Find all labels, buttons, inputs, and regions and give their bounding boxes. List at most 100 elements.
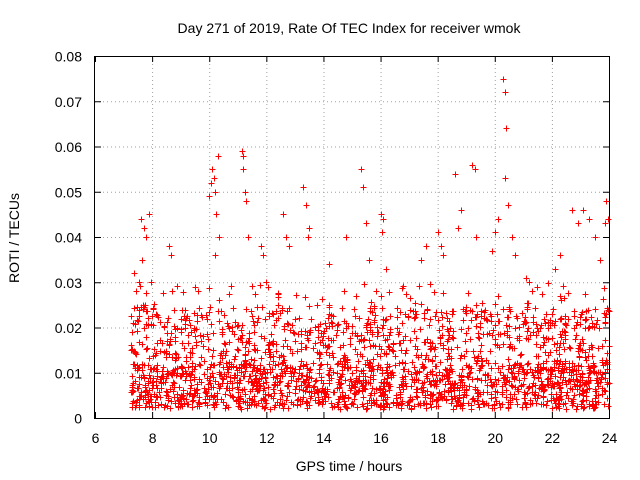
data-point [581,404,588,411]
data-point [552,373,559,380]
data-point [336,385,343,392]
data-point-peak [557,252,564,259]
data-point [179,403,186,410]
data-point [227,392,234,399]
data-point [601,401,608,408]
data-point [149,313,156,320]
data-point [518,383,525,390]
data-point [377,402,384,409]
data-point [386,363,393,370]
data-point [226,325,233,332]
data-point [448,346,455,353]
data-point-peak [215,153,222,160]
data-point [216,385,223,392]
data-point [247,373,254,380]
data-point [341,364,348,371]
data-point [594,317,601,324]
data-point [151,365,158,372]
data-point [187,322,194,329]
data-point [207,304,214,311]
data-point [494,389,501,396]
data-point [347,335,354,342]
data-point [467,369,474,376]
data-point [231,356,238,363]
data-point-peak [452,171,459,178]
data-point [202,389,209,396]
data-point [349,400,356,407]
data-point [325,343,332,350]
data-point [307,366,314,373]
data-point-peak [283,234,290,241]
data-point [197,332,204,339]
data-point [524,306,531,313]
data-point [168,398,175,405]
y-axis-label: ROTI / TECUs [6,193,22,283]
data-point [364,400,371,407]
data-point [289,350,296,357]
data-point [137,283,144,290]
data-point [242,357,249,364]
data-point [279,370,286,377]
data-point [553,347,560,354]
data-point [565,395,572,402]
data-point [194,318,201,325]
data-point [430,391,437,398]
data-point [230,305,237,312]
data-point [446,332,453,339]
data-point [599,357,606,364]
data-point [513,313,520,320]
data-point-peak [242,189,249,196]
data-point [392,353,399,360]
data-point [129,387,136,394]
data-point [578,363,585,370]
data-point [168,330,175,337]
data-point [172,350,179,357]
data-point [508,382,515,389]
data-point [229,385,236,392]
data-point-peak [605,216,612,223]
data-point [225,404,232,411]
data-point [354,379,361,386]
data-point [390,341,397,348]
data-point [400,386,407,393]
data-point [582,316,589,323]
data-point [569,360,576,367]
data-point [474,387,481,394]
data-point [535,353,542,360]
data-point [463,392,470,399]
data-point [521,395,528,402]
data-point [206,285,213,292]
data-point [280,353,287,360]
data-point [304,335,311,342]
data-point [238,327,245,334]
data-point [433,383,440,390]
data-point [516,324,523,331]
data-point [132,349,139,356]
data-point [504,328,511,335]
data-point [509,345,516,352]
data-point [429,398,436,405]
data-point [507,401,514,408]
data-point [470,395,477,402]
data-point-peak [379,229,386,236]
data-point [265,284,272,291]
data-point [545,319,552,326]
data-point [302,294,309,301]
data-point [316,399,323,406]
data-point [328,400,335,407]
data-point [583,389,590,396]
data-point-peak [131,270,138,277]
data-point [595,383,602,390]
data-point [303,361,310,368]
data-point [209,370,216,377]
data-point [565,316,572,323]
data-point [298,346,305,353]
data-point [505,314,512,321]
data-point [524,300,531,307]
x-tick-label: 6 [92,430,100,446]
data-point-peak [305,234,312,241]
data-point [413,335,420,342]
data-point [304,399,311,406]
data-point [380,322,387,329]
data-point [392,362,399,369]
